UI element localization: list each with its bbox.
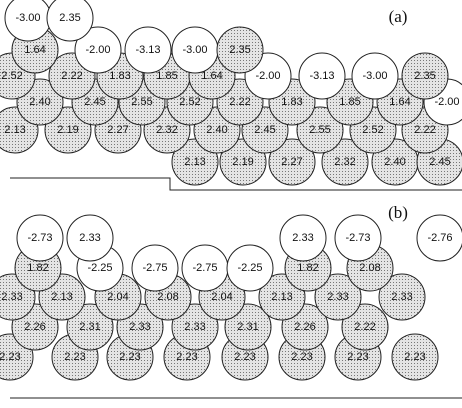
atom-value: -2.00: [434, 96, 459, 108]
atom-value: 2.52: [179, 96, 200, 108]
atom-value: -2.76: [427, 232, 452, 244]
atom-value: 2.23: [119, 351, 140, 363]
atom-value: 1.82: [27, 262, 48, 274]
atom-value: 1.83: [109, 70, 130, 82]
atom-value: -2.73: [345, 232, 370, 244]
atom-value: 2.32: [156, 124, 177, 136]
atom-value: 2.55: [309, 124, 330, 136]
atom-value: 2.23: [234, 351, 255, 363]
atom-value: 1.83: [281, 96, 302, 108]
atom-value: 2.23: [64, 351, 85, 363]
atom-value: 2.52: [1, 70, 22, 82]
atom-value: 2.22: [61, 70, 82, 82]
atom-value: 2.23: [176, 351, 197, 363]
atom-value: 2.33: [184, 321, 205, 333]
atom-value: -2.75: [142, 262, 167, 274]
atom-value: 2.40: [29, 96, 50, 108]
atom-value: -3.00: [15, 12, 40, 24]
atom-value: -3.00: [182, 44, 207, 56]
atom-value: -2.25: [87, 262, 112, 274]
atom-value: 2.35: [229, 44, 250, 56]
atom-value: 2.22: [229, 96, 250, 108]
atom-value: 2.33: [129, 321, 150, 333]
atom-value: 2.26: [294, 321, 315, 333]
figure: -3.00 2.35 1.64 -2.00 -3.13 -3.00 2.35 2.52 2.22…: [0, 0, 462, 408]
atom-value: 2.33: [327, 291, 348, 303]
atom-value: 2.33: [79, 232, 100, 244]
atom-value: 2.40: [206, 124, 227, 136]
atom-value: 2.35: [414, 70, 435, 82]
atom-value: -2.00: [85, 44, 110, 56]
atom-value: 2.33: [292, 232, 313, 244]
atom-value: 2.13: [271, 291, 292, 303]
atom-value: 2.13: [184, 156, 205, 168]
atom-value: 2.08: [359, 262, 380, 274]
panel-label: (a): [389, 7, 408, 26]
atom-value: 2.52: [362, 124, 383, 136]
atom-value: 2.45: [254, 124, 275, 136]
atom-value: 2.27: [281, 156, 302, 168]
atom-value: 1.64: [389, 96, 410, 108]
atom-value: 2.13: [4, 124, 25, 136]
atom-value: 1.85: [339, 96, 360, 108]
atom-value: 2.45: [429, 156, 450, 168]
atom-value: -3.00: [362, 70, 387, 82]
atom-value: -2.73: [27, 232, 52, 244]
atom-value: 2.19: [232, 156, 253, 168]
atom-value: 2.27: [107, 124, 128, 136]
atom-value: 2.08: [157, 291, 178, 303]
atom-value: 2.04: [107, 291, 128, 303]
atom-value: 2.23: [404, 351, 425, 363]
atom-value: 2.55: [131, 96, 152, 108]
atom-value: 2.35: [59, 12, 80, 24]
atom-value: 1.82: [297, 262, 318, 274]
atom-value: 2.23: [291, 351, 312, 363]
atom-value: 2.32: [334, 156, 355, 168]
atom-value: 2.33: [1, 291, 22, 303]
atom-value: -3.13: [135, 44, 160, 56]
atom-value: 1.64: [201, 70, 222, 82]
atom-value: -2.00: [255, 70, 280, 82]
atom-value: 2.26: [24, 321, 45, 333]
atom-value: 2.13: [51, 291, 72, 303]
atom-value: 2.22: [414, 124, 435, 136]
atom-value: 1.85: [156, 70, 177, 82]
atom-value: 2.19: [57, 124, 78, 136]
atom-value: -2.75: [192, 262, 217, 274]
atom-value: 2.23: [0, 351, 21, 363]
atom-value: 2.04: [211, 291, 232, 303]
atom-value: 2.23: [347, 351, 368, 363]
atom-value: 2.33: [391, 291, 412, 303]
panel-label: (b): [388, 203, 408, 222]
atom-value: 1.64: [24, 44, 45, 56]
atom-value: 2.45: [84, 96, 105, 108]
atom-value: 2.31: [237, 321, 258, 333]
atom-value: 2.40: [384, 156, 405, 168]
atom-value: 2.22: [354, 321, 375, 333]
atom-value: -3.13: [309, 70, 334, 82]
atom-value: 2.31: [79, 321, 100, 333]
atom-value: -2.25: [237, 262, 262, 274]
